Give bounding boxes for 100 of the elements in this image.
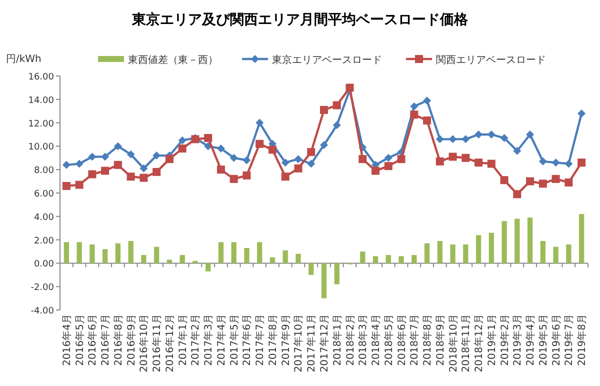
chart-title: 東京エリア及び関西エリア月間平均ベースロード価格	[131, 11, 469, 28]
bar	[476, 235, 482, 264]
point	[152, 168, 161, 176]
x-tick-label: 2016年11月	[151, 314, 164, 372]
point	[564, 160, 573, 168]
point	[578, 158, 586, 167]
bar	[141, 255, 146, 264]
bar	[244, 248, 250, 264]
point	[294, 155, 302, 164]
x-tick-label: 2019年2月	[498, 314, 511, 366]
bar	[578, 214, 584, 264]
y-tick-label: 4.00	[34, 212, 54, 223]
bar	[412, 255, 417, 264]
point	[114, 160, 122, 169]
y-tick-label: 6.00	[34, 190, 54, 200]
point	[462, 154, 470, 162]
x-tick-label: 2017年10月	[292, 314, 305, 372]
point	[436, 157, 444, 166]
point	[307, 160, 316, 168]
point	[487, 160, 496, 168]
point	[474, 158, 483, 167]
bar	[166, 260, 172, 264]
point	[204, 134, 212, 142]
bar	[450, 244, 456, 264]
bar	[192, 260, 198, 264]
point	[75, 160, 84, 168]
x-tick-label: 2019年3月	[512, 314, 524, 366]
bar	[154, 246, 160, 264]
point	[320, 141, 328, 150]
point	[538, 157, 547, 166]
x-tick-label: 2017年9月	[280, 314, 292, 366]
y-tick-label: 16.00	[28, 72, 54, 82]
point	[281, 172, 290, 181]
x-tick-label: 2019年5月	[537, 314, 550, 366]
bar	[308, 263, 314, 275]
x-tick-label: 2018年11月	[460, 314, 472, 372]
bar	[115, 243, 121, 264]
point	[462, 135, 470, 144]
point	[384, 154, 392, 162]
x-tick-label: 2017年2月	[190, 314, 202, 366]
point	[126, 150, 135, 158]
x-tick-label: 2017年3月	[202, 314, 215, 366]
y-tick-label: 10.00	[28, 142, 54, 153]
point	[256, 140, 264, 148]
bar	[64, 242, 70, 264]
bar	[540, 240, 546, 264]
x-tick-label: 2018年1月	[331, 314, 344, 366]
x-tick-label: 2018年4月	[370, 314, 382, 366]
x-tick-label: 2016年4月	[60, 314, 73, 366]
bar	[334, 263, 340, 284]
x-tick-label: 2016年12月	[164, 314, 176, 372]
x-tick-label: 2018年2月	[344, 314, 356, 366]
bar	[206, 263, 211, 272]
point	[448, 135, 457, 144]
point	[75, 180, 84, 189]
x-tick-label: 2017年4月	[215, 314, 228, 366]
point	[578, 109, 586, 118]
point	[552, 158, 560, 167]
point	[423, 116, 432, 124]
point	[62, 160, 70, 169]
bar	[502, 221, 507, 264]
x-tick-label: 2019年8月	[576, 314, 588, 366]
point	[397, 155, 406, 164]
point	[294, 164, 302, 172]
bar	[398, 256, 404, 264]
x-tick-label: 2019年7月	[563, 314, 576, 366]
y-tick-label: -2.00	[30, 283, 54, 294]
bar	[76, 242, 82, 264]
bar	[386, 255, 391, 264]
legend-label: 東西値差（東－西）	[128, 54, 218, 66]
x-tick-label: 2018年7月	[408, 314, 421, 366]
y-tick-label: -4.00	[30, 306, 54, 316]
legend-label: 東京エリアベースロード	[272, 54, 382, 66]
point	[538, 180, 547, 188]
point	[281, 158, 290, 167]
x-tick-label: 2016年10月	[138, 314, 150, 372]
point	[513, 146, 522, 155]
x-tick-label: 2017年8月	[266, 314, 279, 366]
bar	[282, 250, 288, 264]
bar	[180, 255, 185, 264]
point	[513, 190, 522, 198]
x-tick-label: 2017年1月	[176, 314, 189, 366]
point	[230, 174, 238, 183]
point	[526, 177, 534, 186]
point	[500, 134, 508, 142]
x-tick-label: 2019年1月	[486, 314, 498, 366]
y-tick-label: 2.00	[34, 236, 54, 246]
bar	[527, 218, 533, 264]
point	[332, 121, 341, 130]
bar	[231, 242, 236, 264]
point	[526, 130, 534, 138]
bar	[372, 256, 378, 264]
point	[230, 154, 238, 162]
x-tick-label: 2018年3月	[357, 314, 370, 366]
x-tick-label: 2019年6月	[550, 314, 562, 366]
bar	[102, 249, 108, 264]
x-tick-label: 2017年5月	[228, 314, 240, 366]
bar	[360, 252, 366, 264]
bar	[90, 244, 95, 264]
x-tick-label: 2019年4月	[524, 314, 537, 366]
